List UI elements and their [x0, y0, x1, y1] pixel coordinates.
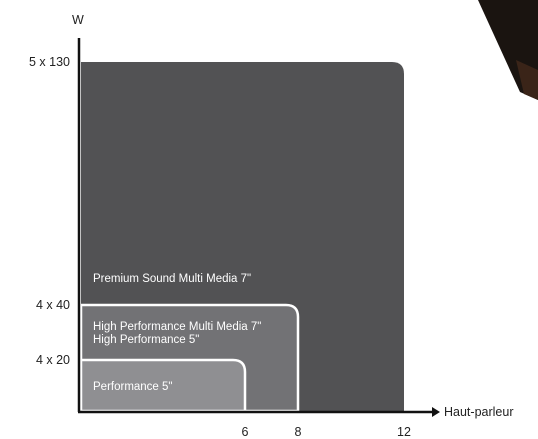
x-tick-2: 8: [295, 425, 302, 439]
x-axis-label: Haut-parleur: [444, 405, 513, 419]
x-tick-1: 6: [242, 425, 249, 439]
y-tick-3: 5 x 130: [29, 55, 70, 69]
speaker-photo-fragment: [478, 0, 538, 100]
area-label-2b: High Performance 5": [93, 334, 199, 346]
chart-areas: [79, 62, 404, 413]
x-axis-arrowhead: [432, 407, 440, 417]
area-label-2: High Performance Multi Media 7": [93, 321, 261, 333]
area-label-1: Premium Sound Multi Media 7": [93, 273, 251, 285]
y-tick-2: 4 x 40: [36, 298, 70, 312]
y-axis-label: W: [72, 13, 84, 27]
x-tick-labels: 6 8 12: [242, 425, 411, 439]
area-3: [79, 358, 247, 413]
y-tick-labels: 4 x 20 4 x 40 5 x 130: [29, 55, 70, 367]
chart-axes: [77, 38, 440, 417]
x-tick-3: 12: [397, 425, 411, 439]
area-label-3: Performance 5": [93, 381, 173, 393]
y-tick-1: 4 x 20: [36, 353, 70, 367]
area-labels: Premium Sound Multi Media 7" High Perform…: [93, 273, 261, 393]
